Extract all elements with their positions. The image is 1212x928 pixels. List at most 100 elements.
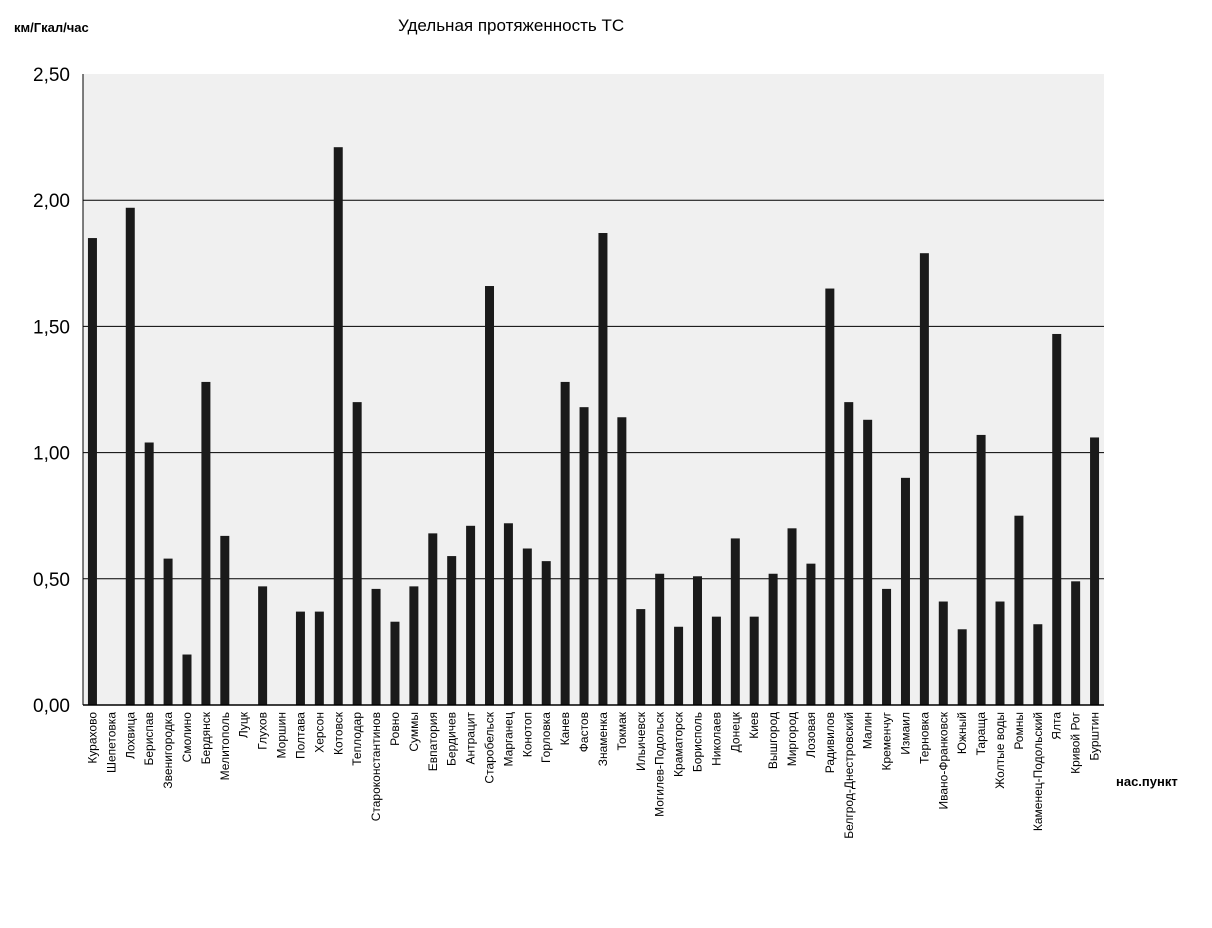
x-tick-label: Бурштин <box>1088 712 1102 761</box>
x-tick-label: Бердянск <box>199 711 213 764</box>
bar <box>201 381 211 705</box>
y-tick-label: 2,00 <box>33 191 70 212</box>
x-tick-label: Ивано-Франковск <box>936 711 950 809</box>
x-tick-label: Смолино <box>180 712 194 763</box>
bar <box>333 147 343 705</box>
bar <box>749 616 759 705</box>
bar <box>1014 515 1024 705</box>
x-tick-label: Котовск <box>331 711 345 755</box>
bar <box>125 207 135 705</box>
y-tick-label: 1,50 <box>33 317 70 338</box>
bar <box>258 586 268 705</box>
bar <box>409 586 419 705</box>
bar <box>447 556 457 705</box>
bar <box>182 654 192 705</box>
x-tick-label: Лозовая <box>804 712 818 758</box>
x-tick-label: Канев <box>558 712 572 745</box>
y-tick-label: 0,00 <box>33 696 70 717</box>
x-tick-label: Глухов <box>256 712 270 750</box>
x-tick-label: Ромны <box>1012 712 1026 750</box>
x-tick-label: Херсон <box>312 712 326 753</box>
x-tick-label: Тараща <box>974 712 988 756</box>
x-tick-label: Киев <box>747 712 761 739</box>
x-tick-label: Кривой Рог <box>1069 711 1083 773</box>
bar <box>87 238 97 705</box>
x-tick-label: Южный <box>955 712 969 754</box>
bar <box>617 417 627 705</box>
x-tick-label: Староконстантинов <box>369 712 383 821</box>
plot-area <box>83 74 1104 705</box>
bar <box>560 381 570 705</box>
y-tick-label: 0,50 <box>33 570 70 591</box>
x-tick-label: Старобельск <box>483 711 497 783</box>
bar <box>295 611 305 705</box>
chart-title: Удельная протяженность ТС <box>398 16 624 35</box>
bar <box>1052 333 1062 705</box>
x-tick-label: Ильичевск <box>634 711 648 771</box>
bar <box>485 286 495 705</box>
x-tick-label: Краматорск <box>672 711 686 777</box>
bar <box>636 609 646 705</box>
y-axis-label: км/Гкал/час <box>14 20 89 35</box>
x-tick-label: Донецк <box>728 711 742 752</box>
bar <box>220 535 230 705</box>
x-tick-label: Токмак <box>615 711 629 750</box>
bar <box>541 561 551 705</box>
bar <box>163 558 173 705</box>
x-tick-label: Горловка <box>539 712 553 763</box>
y-tick-label: 2,50 <box>33 65 70 86</box>
bar <box>1090 437 1100 705</box>
bar <box>863 419 873 705</box>
x-tick-label: Могилев-Подольск <box>653 711 667 817</box>
x-tick-label: Николаев <box>709 712 723 766</box>
bar <box>390 621 400 705</box>
x-tick-label: Ровно <box>388 712 402 746</box>
x-tick-label: Курахово <box>85 712 99 764</box>
x-tick-label: Звенигородка <box>161 712 175 789</box>
x-tick-label: Каменец-Подольский <box>1031 712 1045 831</box>
x-tick-label: Шепетовка <box>104 712 118 773</box>
bar <box>428 533 438 705</box>
x-tick-label: Вышгород <box>766 712 780 769</box>
bar <box>503 523 513 705</box>
grid-lines <box>83 199 1104 580</box>
x-tick-label: Жолтые воды <box>993 712 1007 789</box>
bar <box>371 588 381 705</box>
bar <box>938 601 948 705</box>
x-tick-label: Терновка <box>917 712 931 764</box>
bar <box>806 563 816 705</box>
x-tick-label: Измаил <box>898 712 912 755</box>
x-tick-label: Фастов <box>577 712 591 752</box>
x-tick-label: Борисполь <box>690 712 704 772</box>
x-tick-label: Знаменка <box>596 712 610 767</box>
bar <box>1071 581 1081 705</box>
x-tick-label: Радивилов <box>823 712 837 773</box>
bar <box>314 611 324 705</box>
bar <box>352 402 362 705</box>
x-tick-label: Теплодар <box>350 712 364 766</box>
bars <box>87 147 1100 705</box>
bar <box>768 573 778 705</box>
bar <box>844 402 854 705</box>
x-tick-label: Малин <box>861 712 875 749</box>
x-tick-label: Белгрод-Днестровский <box>842 712 856 839</box>
bar <box>466 525 476 705</box>
bar <box>1033 624 1043 705</box>
x-tick-label: Конотоп <box>520 712 534 757</box>
bar <box>882 588 892 705</box>
bar <box>522 548 532 705</box>
bar <box>730 538 740 705</box>
x-tick-label: Моршин <box>275 712 289 758</box>
bar <box>919 253 929 705</box>
bar <box>957 629 967 705</box>
x-axis-label: нас.пункт <box>1116 774 1178 789</box>
x-tick-label: Ялта <box>1050 712 1064 740</box>
x-tick-label: Кременчуг <box>880 711 894 770</box>
x-tick-label: Евпатория <box>426 712 440 771</box>
x-tick-label: Лохвица <box>123 712 137 759</box>
bar <box>825 288 835 705</box>
bar <box>598 233 608 705</box>
bar <box>900 477 910 705</box>
x-tick-label: Бериспав <box>142 712 156 765</box>
